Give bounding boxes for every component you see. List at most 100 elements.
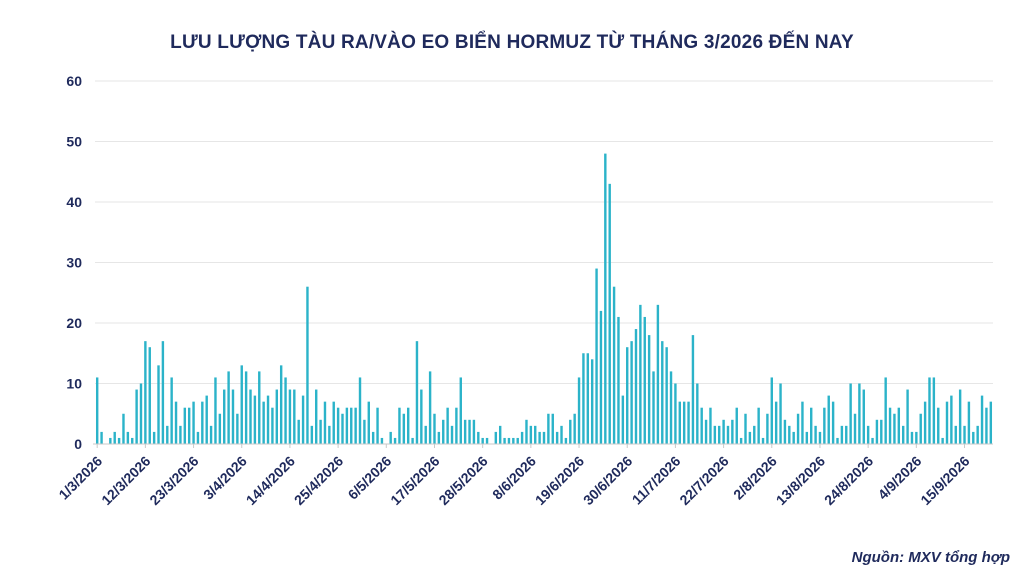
- bar: [122, 413, 125, 444]
- bar: [279, 365, 283, 444]
- y-tick-label: 50: [66, 134, 82, 150]
- bar: [643, 316, 646, 444]
- bar: [336, 407, 340, 444]
- bar: [621, 395, 625, 444]
- y-tick-label: 30: [66, 255, 82, 271]
- bar: [266, 395, 270, 444]
- bar: [244, 371, 248, 444]
- bar: [569, 419, 572, 444]
- bar: [411, 437, 414, 444]
- bar: [262, 401, 265, 444]
- bar: [818, 431, 822, 444]
- bar: [472, 419, 476, 444]
- bar: [976, 425, 979, 444]
- x-tick-label: 6/5/2026: [345, 453, 395, 503]
- bar: [315, 389, 318, 444]
- bar: [494, 431, 498, 444]
- bar: [529, 425, 533, 444]
- source-note: Nguồn: MXV tổng hợp: [851, 549, 1010, 566]
- bar: [897, 407, 901, 444]
- bar: [218, 413, 222, 444]
- x-tick-label: 8/6/2026: [489, 453, 539, 503]
- bar: [704, 419, 708, 444]
- bar: [341, 413, 344, 444]
- bar: [674, 383, 677, 444]
- bar: [845, 425, 848, 444]
- bar: [915, 431, 918, 444]
- bar: [433, 413, 436, 444]
- bar: [227, 371, 230, 444]
- y-axis: 0 10 20 30 40 50 60: [66, 73, 82, 452]
- bar: [328, 425, 331, 444]
- bar: [888, 407, 892, 444]
- bar: [297, 419, 300, 444]
- bar: [980, 395, 984, 444]
- bar: [801, 401, 804, 444]
- bar: [766, 413, 769, 444]
- bar: [437, 431, 441, 444]
- bar: [739, 437, 743, 444]
- bar: [595, 268, 598, 444]
- bar: [415, 341, 419, 444]
- bar: [814, 425, 817, 444]
- bar: [932, 377, 936, 444]
- x-tick-label: 25/4/2026: [291, 453, 347, 509]
- bar: [542, 431, 546, 444]
- bar: [831, 401, 835, 444]
- bar: [209, 425, 213, 444]
- bar: [358, 377, 362, 444]
- bar: [407, 407, 410, 444]
- bar: [893, 413, 896, 444]
- bar: [293, 389, 296, 444]
- bar: [442, 419, 445, 444]
- bar: [626, 347, 629, 444]
- bar: [174, 401, 178, 444]
- bar: [910, 431, 914, 444]
- bar: [166, 425, 169, 444]
- bar: [630, 341, 633, 444]
- bar: [884, 377, 887, 444]
- chart-title: LƯU LƯỢNG TÀU RA/VÀO EO BIỂN HORMUZ TỪ T…: [170, 32, 854, 53]
- bar: [512, 437, 515, 444]
- bar: [586, 353, 590, 444]
- bar: [906, 389, 909, 444]
- bar: [788, 425, 791, 444]
- x-axis: 1/3/202612/3/202623/3/20263/4/202614/4/2…: [55, 444, 973, 509]
- bar: [665, 347, 668, 444]
- bar: [958, 389, 962, 444]
- bar: [534, 425, 537, 444]
- bar: [376, 407, 379, 444]
- x-tick-label: 19/6/2026: [532, 453, 588, 509]
- bar: [862, 389, 865, 444]
- bar: [967, 401, 971, 444]
- bar: [113, 431, 116, 444]
- bar: [538, 431, 541, 444]
- bar: [792, 431, 795, 444]
- bar: [214, 377, 217, 444]
- bar: [319, 419, 322, 444]
- x-tick-label: 12/3/2026: [98, 453, 154, 509]
- bar: [428, 371, 432, 444]
- bar: [963, 425, 966, 444]
- bar: [753, 425, 756, 444]
- bar: [937, 407, 940, 444]
- bar: [669, 371, 673, 444]
- bar: [555, 431, 559, 444]
- x-tick-label: 30/6/2026: [580, 453, 636, 509]
- bar: [608, 183, 611, 444]
- bar: [139, 383, 143, 444]
- bar: [577, 377, 581, 444]
- bar: [972, 431, 975, 444]
- bar: [481, 437, 484, 444]
- bar: [393, 437, 397, 444]
- bar: [516, 437, 519, 444]
- bar: [696, 383, 699, 444]
- bar: [726, 425, 730, 444]
- bar: [950, 395, 953, 444]
- bar: [95, 377, 99, 444]
- bar: [144, 341, 147, 444]
- bar: [687, 401, 690, 444]
- bar: [849, 383, 852, 444]
- bar: [735, 407, 738, 444]
